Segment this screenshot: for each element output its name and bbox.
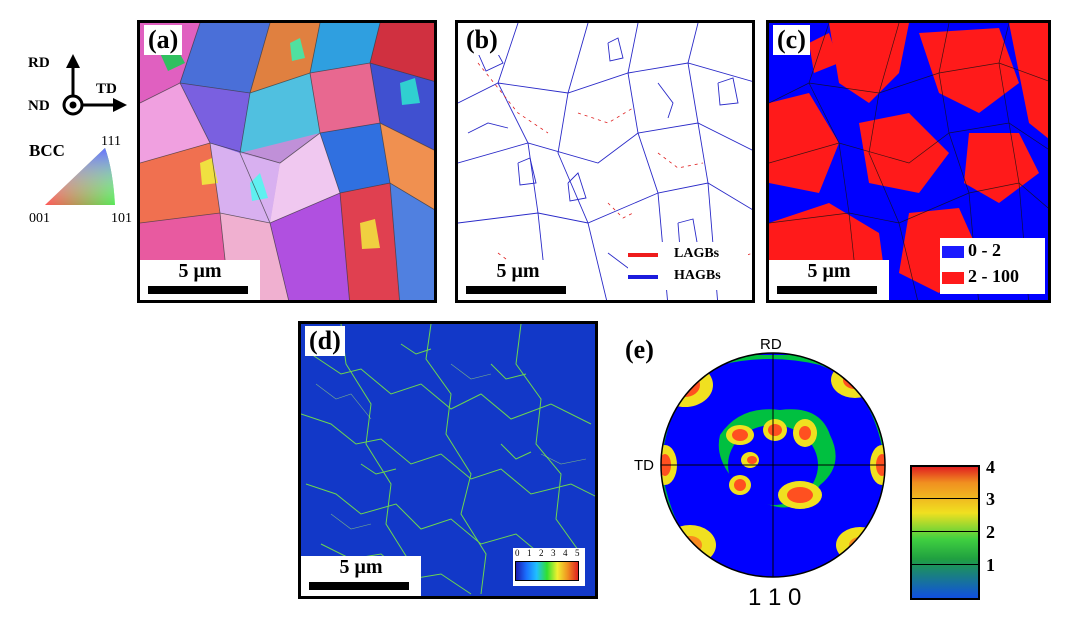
panel-a-ipf-map: (a) 5 μm: [137, 20, 437, 303]
kam-tick-5: 5: [575, 548, 580, 558]
ipf-corner-101: 101: [111, 211, 132, 226]
pole-rd-label: RD: [760, 336, 782, 353]
kam-tick-3: 3: [551, 548, 556, 558]
legend-swatch-lagbs: [628, 253, 658, 257]
pf-colorbar-line-3: [912, 498, 978, 499]
panel-a-label: (a): [144, 25, 183, 55]
ipf-corner-111: 111: [101, 134, 121, 149]
panel-c-label: (c): [773, 25, 810, 55]
panel-d-scale: 5 μm: [301, 556, 421, 596]
orientation-axes: RD TD ND: [28, 54, 127, 116]
pole-figure-label: 1 1 0: [748, 584, 801, 611]
panel-e-colorbar: [910, 465, 980, 600]
panel-b-scale-text: 5 μm: [496, 260, 540, 282]
nd-axis-label: ND: [28, 98, 50, 114]
pf-tick-1: 1: [986, 555, 995, 575]
legend-item-lagbs: LAGBs: [628, 246, 748, 264]
panel-c-legend: 0 - 2 2 - 100: [940, 238, 1045, 294]
legend-swatch-low: [942, 246, 964, 258]
pf-colorbar-line-1: [912, 564, 978, 565]
kam-tick-0: 0: [515, 548, 520, 558]
panel-a-scale-text: 5 μm: [178, 260, 222, 282]
legend-label-high: 2 - 100: [968, 266, 1019, 286]
legend-label-low: 0 - 2: [968, 240, 1001, 260]
pole-figure-image: RD TD 1 1 0: [634, 336, 886, 611]
panel-d-scale-bar: [309, 582, 409, 590]
panel-c-misorientation-map: (c) 5 μm 0 - 2 2 - 100: [766, 20, 1051, 303]
legend-swatch-hagbs: [628, 275, 658, 279]
kam-colorbar-gradient: [515, 561, 579, 581]
ipf-crystal-label: BCC: [29, 141, 65, 160]
panel-d-colorbar-ticks: 0 1 2 3 4 5: [515, 548, 583, 560]
kam-tick-2: 2: [539, 548, 544, 558]
panel-b-label: (b): [462, 25, 502, 55]
panel-d-label: (d): [305, 326, 345, 356]
legend-item-low: 0 - 2: [942, 240, 1042, 264]
ipf-corner-001: 001: [29, 211, 50, 226]
panel-c-scale: 5 μm: [769, 260, 889, 300]
panel-c-scale-bar: [777, 286, 877, 294]
panel-b-legend: LAGBs HAGBs: [628, 242, 748, 290]
panel-d-colorbar: 0 1 2 3 4 5: [513, 548, 585, 586]
pf-tick-2: 2: [986, 522, 995, 542]
pf-tick-3: 3: [986, 489, 995, 509]
panel-c-scale-text: 5 μm: [807, 260, 851, 282]
pf-colorbar-line-2: [912, 531, 978, 532]
panel-a-scale: 5 μm: [140, 260, 260, 300]
legend-item-hagbs: HAGBs: [628, 268, 748, 286]
panel-d-kam-map: (d) 5 μm 0 1 2 3 4 5: [298, 321, 598, 599]
legend-label-hagbs: HAGBs: [674, 268, 721, 283]
boundary-map-image: [458, 23, 752, 300]
panel-b-boundary-map: (b) 5 μm LAGBs HAGBs: [455, 20, 755, 303]
panel-a-scale-bar: [148, 286, 248, 294]
kam-tick-1: 1: [527, 548, 532, 558]
legend-swatch-high: [942, 272, 964, 284]
panel-e-pole-figure: (e): [610, 325, 1050, 615]
pf-tick-4: 4: [986, 457, 995, 477]
panel-b-scale-bar: [466, 286, 566, 294]
ipf-color-key: BCC 001 101 111: [29, 134, 132, 226]
panel-b-scale: 5 μm: [458, 260, 578, 300]
kam-tick-4: 4: [563, 548, 568, 558]
pole-td-label: TD: [634, 457, 654, 474]
td-axis-label: TD: [96, 81, 117, 97]
legend-label-lagbs: LAGBs: [674, 246, 720, 261]
panel-e-label: (e): [625, 335, 654, 364]
legend-item-high: 2 - 100: [942, 266, 1042, 290]
panel-d-scale-text: 5 μm: [339, 556, 383, 578]
rd-axis-label: RD: [28, 55, 50, 71]
